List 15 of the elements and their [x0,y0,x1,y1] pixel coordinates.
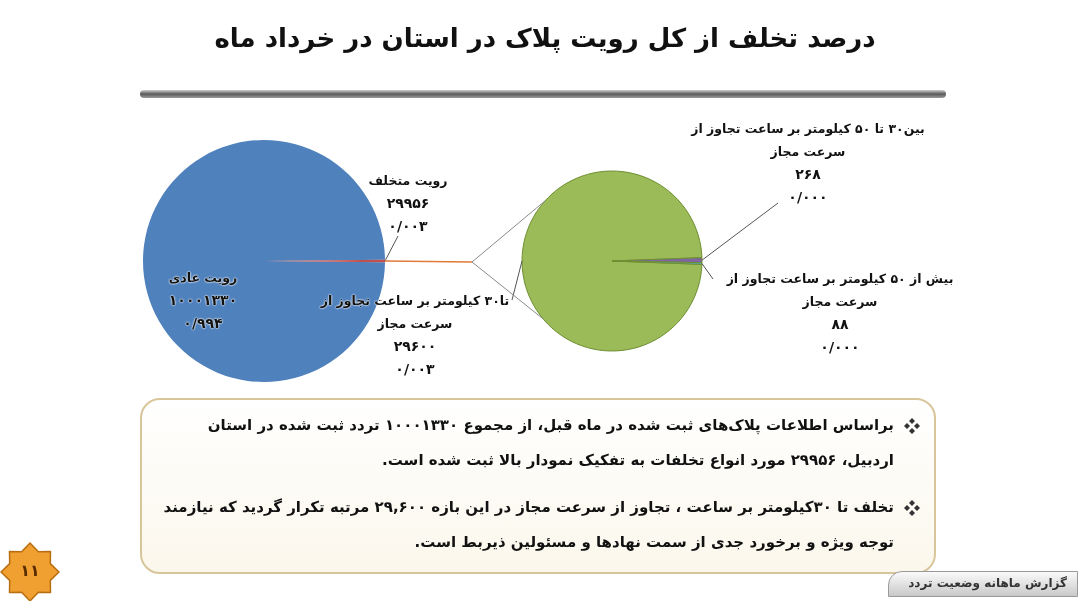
slice-label: رویت متخلف [367,172,449,190]
pie-slice [521,170,703,352]
data-label: ۲۹۹۵۶ ۰/۰۰۳ [385,194,431,236]
text: ۱۱ [19,561,41,580]
slice-label: بین۳۰ تا ۵۰ کیلومتر بر ساعت تجاوز از سرعت مجاز [689,120,926,161]
text: گزارش ماهانه وضعیت تردد [908,576,1067,590]
text: تخلف تا ۳۰کیلومتر بر ساعت ، تجاوز از سرعت مجاز در این بازه ۲۹,۶۰۰ مرتبه تکرار گردید که نیازمند توجه ویژه و برخورد جدی از سمت نهادها و مسئولین ذیربط است. [163,498,894,551]
text: درصد تخلف از کل رویت پلاک در استان در خرداد ماه [213,22,877,56]
slice-label: بیش از ۵۰ کیلومتر بر ساعت تجاوز از سرعت مجاز [725,270,955,311]
data-label: ۲۶۸ ۰/۰۰۰ [787,165,829,207]
data-label: ۲۹۶۰۰ ۰/۰۰۳ [392,337,438,379]
data-label: ۱۰۰۰۱۳۳۰ ۰/۹۹۴ [167,291,239,333]
text: براساس اطلاعات پلاک‌های ثبت شده در ماه قبل، از مجموع ۱۰۰۰۱۳۳۰ تردد ثبت شده در استان اردبیل، ۲۹۹۵۶ مورد انواع تخلفات به تفکیک نمودار بالا ثبت شده است. [207,416,894,469]
slice-label: رویت عادی [167,269,239,287]
data-label: ۸۸ ۰/۰۰۰ [819,315,861,357]
